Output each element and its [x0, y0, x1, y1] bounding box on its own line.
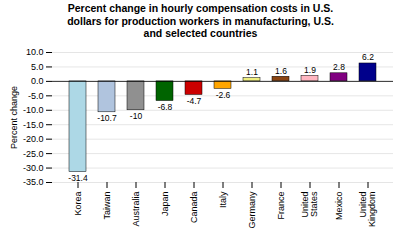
svg-text:1.9: 1.9: [304, 65, 316, 75]
svg-text:Korea: Korea: [73, 191, 83, 215]
svg-text:1.1: 1.1: [246, 67, 258, 77]
svg-text:Australia: Australia: [131, 191, 141, 226]
svg-text:Germany: Germany: [247, 191, 257, 229]
svg-text:France: France: [276, 191, 286, 219]
svg-text:-15.0: -15.0: [23, 119, 44, 129]
svg-text:-5.0: -5.0: [28, 90, 44, 100]
svg-text:UnitedKingdom: UnitedKingdom: [358, 191, 377, 227]
svg-text:-35.0: -35.0: [23, 177, 44, 187]
svg-text:-31.4: -31.4: [68, 173, 88, 183]
svg-text:-6.8: -6.8: [158, 102, 173, 112]
svg-text:1.6: 1.6: [275, 66, 287, 76]
svg-text:Taiwan: Taiwan: [102, 191, 112, 219]
svg-text:Japan: Japan: [160, 191, 170, 216]
svg-text:5.0: 5.0: [31, 62, 44, 72]
svg-text:-10.7: -10.7: [97, 113, 117, 123]
svg-text:Italy: Italy: [218, 191, 228, 208]
svg-text:-20.0: -20.0: [23, 134, 44, 144]
svg-text:-25.0: -25.0: [23, 148, 44, 158]
svg-text:-30.0: -30.0: [23, 163, 44, 173]
svg-text:6.2: 6.2: [362, 52, 374, 62]
svg-text:0.0: 0.0: [31, 76, 44, 86]
html-text:Percent change in hourly compe: Percent change in hourly compensation co…: [67, 2, 334, 40]
svg-text:-10.0: -10.0: [23, 105, 44, 115]
svg-text:-10: -10: [130, 111, 143, 121]
svg-text:UnitedStates: UnitedStates: [300, 191, 319, 218]
svg-text:2.8: 2.8: [333, 62, 345, 72]
svg-text:10.0: 10.0: [26, 47, 44, 57]
svg-text:Percent change: Percent change: [9, 86, 19, 149]
svg-text:Canada: Canada: [189, 191, 199, 223]
svg-text:Mexico: Mexico: [334, 191, 344, 220]
svg-text:-2.6: -2.6: [216, 90, 231, 100]
svg-text:-4.7: -4.7: [187, 96, 202, 106]
